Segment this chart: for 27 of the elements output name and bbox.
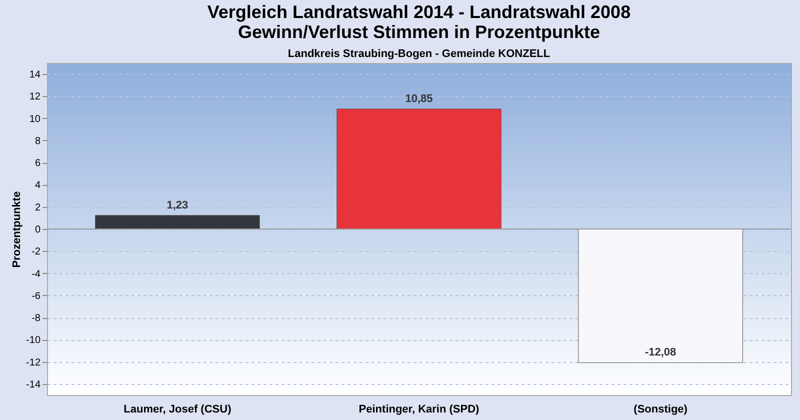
bar	[578, 228, 743, 363]
y-tick-label: -2	[32, 246, 41, 258]
y-tick-label: -4	[32, 268, 41, 280]
data-label: 10,85	[405, 92, 433, 105]
chart-subtitle: Landkreis Straubing-Bogen - Gemeinde KONZELL	[288, 48, 550, 60]
y-tick-label: -12	[26, 357, 41, 368]
y-tick-label: 4	[34, 180, 41, 192]
y-tick-label: 6	[34, 158, 41, 170]
y-tick-label: 2	[34, 202, 41, 214]
x-tick-label: (Sonstige)	[634, 404, 688, 416]
chart-title: Vergleich Landratswahl 2014 - Landratswahl 2008 Gewinn/Verlust Stimmen in Prozentpunkte	[207, 2, 631, 42]
y-axis-title: Prozentpunkte	[11, 191, 24, 268]
x-tick-label: Peintinger, Karin (SPD)	[358, 404, 480, 416]
y-tick-label: -10	[26, 335, 41, 346]
y-tick-label: 14	[29, 70, 41, 81]
data-label: 1,23	[166, 199, 188, 212]
y-tick-label: 10	[29, 114, 41, 125]
y-tick-label: -8	[32, 313, 41, 324]
y-tick-label: 8	[34, 136, 41, 147]
y-tick-label: -14	[26, 379, 41, 390]
bar	[336, 108, 502, 230]
y-tick-label: 0	[34, 224, 41, 236]
bar	[95, 215, 260, 230]
data-label: -12,08	[644, 346, 676, 359]
y-tick-label: 12	[29, 92, 41, 103]
y-tick-label: -6	[32, 290, 41, 302]
x-tick-label: Laumer, Josef (CSU)	[124, 404, 232, 416]
